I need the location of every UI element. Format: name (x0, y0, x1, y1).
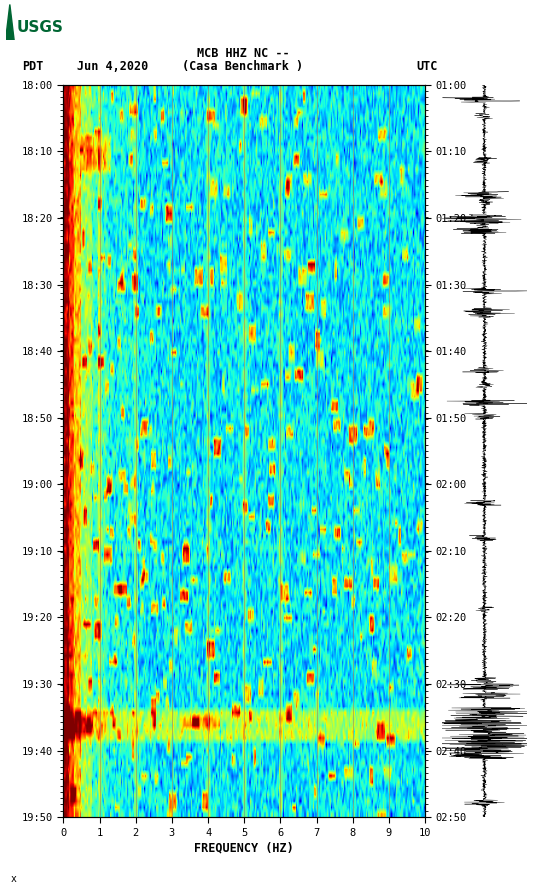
Text: (Casa Benchmark ): (Casa Benchmark ) (182, 60, 304, 73)
Text: x: x (11, 874, 17, 884)
Text: Jun 4,2020: Jun 4,2020 (77, 60, 148, 73)
Text: USGS: USGS (17, 21, 63, 35)
Polygon shape (6, 4, 14, 40)
Text: PDT: PDT (22, 60, 44, 73)
X-axis label: FREQUENCY (HZ): FREQUENCY (HZ) (194, 842, 294, 855)
Text: UTC: UTC (417, 60, 438, 73)
Text: MCB HHZ NC --: MCB HHZ NC -- (197, 46, 289, 60)
